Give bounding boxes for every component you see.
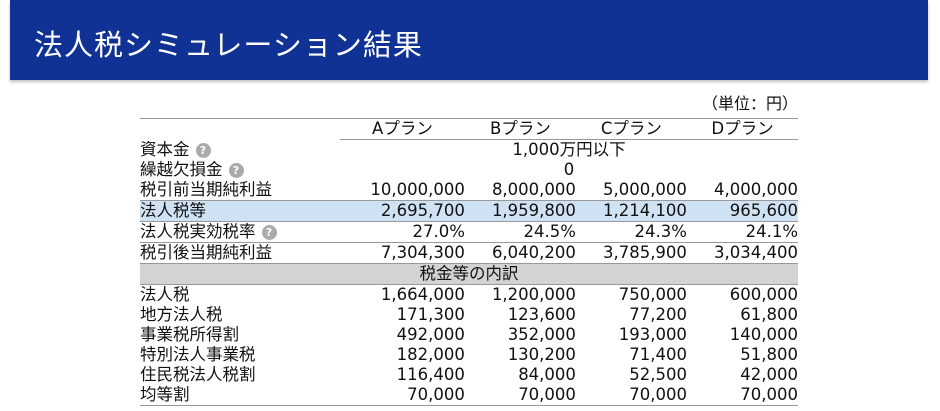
cell: 193,000 <box>618 325 687 344</box>
table-row-tax-total: 法人税等 2,695,700 1,959,800 1,214,100 965,6… <box>140 200 798 222</box>
cell: 116,400 <box>396 365 465 384</box>
cell: 24.5% <box>523 222 576 241</box>
row-label: 均等割 <box>140 385 340 406</box>
row-label: 特別法人事業税 <box>140 345 256 364</box>
cell: 123,600 <box>507 305 576 324</box>
cell: 171,300 <box>396 305 465 324</box>
row-label: 資本金 <box>140 139 190 159</box>
table-row-effective-rate: 法人税実効税率? 27.0% 24.5% 24.3% 24.1% <box>140 222 798 243</box>
cell: 8,000,000 <box>491 180 576 199</box>
table-row-loss-carryforward: 繰越欠損金? 0 <box>140 160 798 180</box>
row-label: 法人税実効税率 <box>140 222 256 241</box>
cell: 600,000 <box>729 285 798 304</box>
loss-carryforward-value: 0 <box>563 160 575 179</box>
question-circle-icon[interactable]: ? <box>261 225 277 240</box>
cell: 140,000 <box>729 325 798 344</box>
row-label: 税引後当期純利益 <box>140 242 340 264</box>
cell: 70,000 <box>686 385 798 406</box>
row-label: 事業税所得割 <box>140 325 239 344</box>
section-title: 税金等の内訳 <box>140 263 798 285</box>
header-banner: 法人税シミュレーション結果 <box>10 0 928 80</box>
page-title: 法人税シミュレーション結果 <box>34 28 423 62</box>
row-label: 繰越欠損金 <box>140 160 223 179</box>
cell: 7,304,300 <box>340 242 465 264</box>
cell: 70,000 <box>340 385 465 406</box>
cell: 71,400 <box>629 345 687 364</box>
table-row: 住民税法人税割 116,400 84,000 52,500 42,000 <box>140 365 798 385</box>
table-row: 法人税 1,664,000 1,200,000 750,000 600,000 <box>140 285 798 306</box>
column-header-c: Cプラン <box>575 118 687 140</box>
cell: 70,000 <box>464 385 576 406</box>
unit-label: （単位：円） <box>701 94 798 113</box>
table-row: 特別法人事業税 182,000 130,200 71,400 51,800 <box>140 345 798 365</box>
cell: 84,000 <box>518 365 576 384</box>
cell: 2,695,700 <box>340 200 465 222</box>
cell: 1,200,000 <box>491 285 576 304</box>
row-label: 地方法人税 <box>140 305 223 324</box>
row-label: 法人税等 <box>140 200 340 222</box>
cell: 3,785,900 <box>575 242 687 264</box>
cell: 3,034,400 <box>686 242 798 264</box>
capital-value: 1,000万円以下 <box>512 140 626 159</box>
question-circle-icon[interactable]: ? <box>195 142 211 158</box>
cell: 1,214,100 <box>575 200 687 222</box>
cell: 492,000 <box>396 325 465 344</box>
cell: 52,500 <box>629 365 687 384</box>
table-row: 事業税所得割 492,000 352,000 193,000 140,000 <box>140 325 798 345</box>
cell: 965,600 <box>686 200 798 222</box>
cell: 352,000 <box>507 325 576 344</box>
table-row-aftertax: 税引後当期純利益 7,304,300 6,040,200 3,785,900 3… <box>140 242 798 264</box>
column-header-d: Dプラン <box>686 118 798 140</box>
row-label: 住民税法人税割 <box>140 365 256 384</box>
cell: 51,800 <box>740 345 798 364</box>
cell: 130,200 <box>507 345 576 364</box>
cell: 10,000,000 <box>370 180 465 199</box>
table-row-pretax: 税引前当期純利益 10,000,000 8,000,000 5,000,000 … <box>140 180 798 201</box>
column-header-b: Bプラン <box>464 118 576 140</box>
breakdown-section-header: 税金等の内訳 <box>140 263 798 285</box>
cell: 24.1% <box>745 222 798 241</box>
cell: 1,959,800 <box>464 200 576 222</box>
question-circle-icon[interactable]: ? <box>228 163 244 178</box>
table-row: 地方法人税 171,300 123,600 77,200 61,800 <box>140 305 798 325</box>
results-table: Aプラン Bプラン Cプラン Dプラン 資本金? 1,000万円以下 繰越欠損金… <box>140 118 798 406</box>
cell: 6,040,200 <box>464 242 576 264</box>
cell: 77,200 <box>629 305 687 324</box>
cell: 1,664,000 <box>380 285 465 304</box>
cell: 70,000 <box>575 385 687 406</box>
row-label: 法人税 <box>140 285 190 304</box>
cell: 182,000 <box>396 345 465 364</box>
column-header-row: Aプラン Bプラン Cプラン Dプラン <box>140 118 798 140</box>
column-header-a: Aプラン <box>340 118 465 140</box>
table-row: 均等割 70,000 70,000 70,000 70,000 <box>140 385 798 406</box>
cell: 4,000,000 <box>714 180 798 199</box>
cell: 24.3% <box>634 222 687 241</box>
cell: 750,000 <box>618 285 687 304</box>
cell: 42,000 <box>740 365 798 384</box>
table-row-capital: 資本金? 1,000万円以下 <box>140 140 798 161</box>
cell: 27.0% <box>412 222 465 241</box>
cell: 5,000,000 <box>602 180 687 199</box>
cell: 61,800 <box>740 305 798 324</box>
row-label: 税引前当期純利益 <box>140 180 272 199</box>
